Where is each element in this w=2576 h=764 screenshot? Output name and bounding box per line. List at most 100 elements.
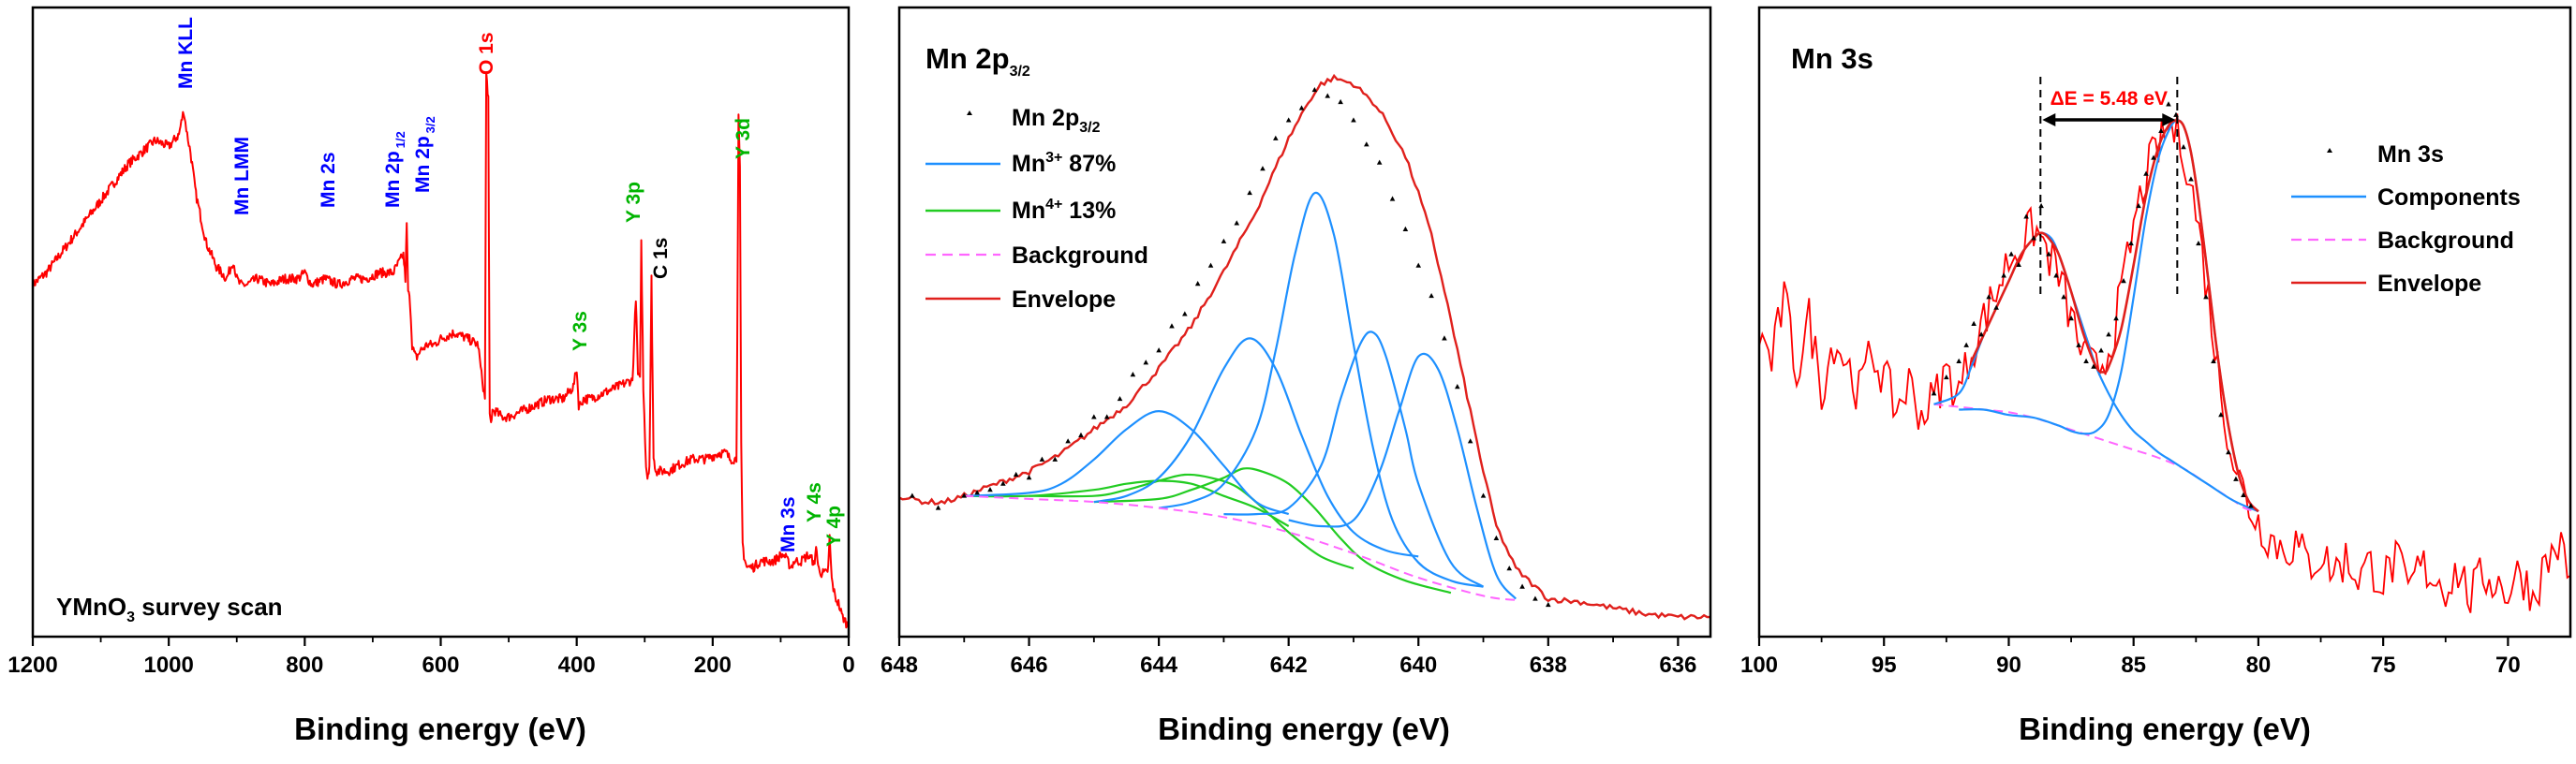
legend-triangle-marker: [967, 110, 972, 115]
mn3s-legend-background: Background: [2291, 228, 2514, 254]
mn2p-data-point: [1221, 238, 1227, 243]
x-tick-label: 400: [558, 653, 596, 678]
mn3s-data-point: [2241, 492, 2246, 497]
mn2p-background-line: [964, 494, 1517, 601]
mn2p-data-point: [1389, 196, 1396, 201]
mn2p-data-point: [1117, 395, 1123, 402]
delta-e-label: ΔE = 5.48 eV: [2050, 88, 2168, 110]
mn3s-data-point: [2076, 342, 2081, 347]
x-tick-label: 644: [1140, 653, 1178, 678]
survey-x-ticks: 1200 1000 800 600 400 200 0: [7, 637, 855, 678]
mn2p-title-sub: 3/2: [1010, 64, 1030, 80]
mn2p-envelope-line: [898, 73, 1711, 621]
mn2p-legend-background: Background: [925, 242, 1148, 269]
mn3s-data-point: [2083, 358, 2089, 363]
x-tick-label: 70: [2495, 653, 2521, 678]
mn3s-data-point: [2023, 213, 2029, 219]
survey-plot-area: Mn KLL Mn LMM Mn 2s Mn 2p 1/2 Mn 2p 3/2 O 1s Y 3…: [32, 17, 850, 629]
mn4-component-line: [1093, 467, 1452, 595]
peak-label-text: Mn 2p: [382, 151, 404, 208]
peak-label-text: O 1s: [476, 32, 497, 75]
mn2p-legend: Mn 2p3/2 Mn3+ 87% Mn4+ 13% Background: [925, 105, 1148, 313]
mn3s-legend-components: Components: [2291, 184, 2521, 211]
mn2p-data-point: [1442, 335, 1447, 341]
mn3s-data-point: [2113, 316, 2119, 321]
mn3s-legend-points: Mn 3s: [2327, 141, 2444, 168]
peak-label: C 1s: [650, 238, 672, 279]
mn3s-data-point: [2188, 176, 2194, 182]
mn2p-panel: 648 646 644 642 640 638 636 Mn 2p3/2 Mn 2p3/2 …: [881, 6, 1712, 746]
mn2p-data-point: [1480, 492, 1487, 498]
mn3s-data-point: [2046, 251, 2051, 257]
mn2p-legend-tail-2: 13%: [1062, 198, 1116, 224]
mn3s-data-point: [2038, 202, 2044, 209]
mn3s-data-point: [2196, 240, 2201, 246]
mn2p-legend-label-2: Mn: [1012, 198, 1045, 224]
peak-label: Y 3p: [623, 182, 644, 223]
x-tick-label: 100: [1740, 653, 1778, 678]
mn2p-data-point: [1156, 347, 1162, 353]
mn3s-data-point: [2211, 358, 2216, 363]
x-tick-label: 75: [2371, 653, 2396, 678]
mn2p-legend-label-3: Background: [1012, 242, 1148, 269]
mn3s-data-point: [2053, 272, 2059, 278]
mn3s-legend-label-0: Mn 3s: [2377, 141, 2444, 168]
mn3s-data-point: [2031, 235, 2036, 241]
mn3s-plot-area: [1758, 101, 2571, 613]
mn3-component-line: [1158, 191, 1484, 588]
mn3s-data-point: [2233, 476, 2239, 481]
mn3s-legend-label-2: Background: [2377, 228, 2514, 254]
mn2p-data-point: [1169, 323, 1175, 329]
mn3s-data-point: [2016, 261, 2021, 268]
mn3s-data-point: [2151, 154, 2156, 160]
peak-label: Y 3s: [570, 311, 591, 351]
peak-label: Mn 2p 1/2: [382, 131, 407, 208]
mn4-component-line: [1029, 473, 1355, 570]
peak-label-text: Mn 2s: [318, 152, 339, 208]
peak-label-text: Y 4p: [823, 506, 845, 547]
mn2p-data-point: [1052, 456, 1059, 462]
peak-label: Mn 2p 3/2: [412, 116, 437, 193]
mn2p-data-point: [1429, 292, 1434, 299]
mn3s-data-point: [2158, 127, 2164, 134]
x-tick-label: 642: [1270, 653, 1308, 678]
mn2p-data-point: [1325, 93, 1331, 98]
mn3s-data-point: [1978, 331, 1984, 337]
survey-annotation: YMnO3 survey scan: [56, 593, 283, 625]
survey-panel: Mn KLL Mn LMM Mn 2s Mn 2p 1/2 Mn 2p 3/2 O 1s Y 3…: [7, 6, 855, 746]
mn2p-data-point: [1285, 117, 1292, 123]
mn3s-panel: 100 95 90 85 80 75 70 Mn 3s ΔE = 5.48 eV Mn 3s…: [1740, 6, 2572, 746]
mn3-component-line: [964, 409, 1290, 516]
mn2p-legend-label-1: Mn: [1012, 151, 1045, 177]
mn3s-background-line: [1933, 403, 2259, 513]
mn2p-data-point: [1091, 414, 1097, 419]
mn3s-x-ticks: 100 95 90 85 80 75 70: [1740, 637, 2521, 678]
x-tick-label: 600: [422, 653, 459, 678]
peak-label-sub: 3/2: [423, 116, 437, 133]
x-tick-label: 200: [694, 653, 732, 678]
mn3s-data-point: [1931, 390, 1937, 396]
x-tick-label: 0: [842, 653, 854, 678]
survey-frame: [31, 6, 851, 639]
mn3-component-line: [1223, 331, 1485, 588]
mn2p-data-point: [1065, 438, 1071, 444]
mn2p-data-point: [1506, 566, 1513, 571]
mn2p-data-point: [1493, 535, 1500, 540]
peak-label-sub: 1/2: [393, 131, 407, 148]
mn2p-data-point: [1260, 166, 1266, 171]
mn2p-plot-area: [898, 73, 1711, 621]
peak-label-text: Y 4s: [804, 482, 825, 522]
x-tick-label: 1000: [143, 653, 193, 678]
mn2p-legend-envelope: Envelope: [925, 286, 1116, 313]
mn3s-data-point: [1944, 374, 1949, 380]
peak-label-text: Mn KLL: [175, 17, 197, 89]
delta-arrow-head-left: [2042, 113, 2056, 126]
mn3s-data-point: [2218, 412, 2224, 418]
mn3s-data-point: [2128, 240, 2134, 246]
mn2p-data-point: [987, 486, 993, 492]
mn2p-data-point: [1103, 414, 1110, 419]
mn2p-data-point: [1351, 117, 1356, 123]
mn3s-data-point: [2173, 111, 2179, 117]
x-tick-label: 90: [1996, 653, 2021, 678]
peak-label-text: Mn LMM: [231, 137, 253, 215]
